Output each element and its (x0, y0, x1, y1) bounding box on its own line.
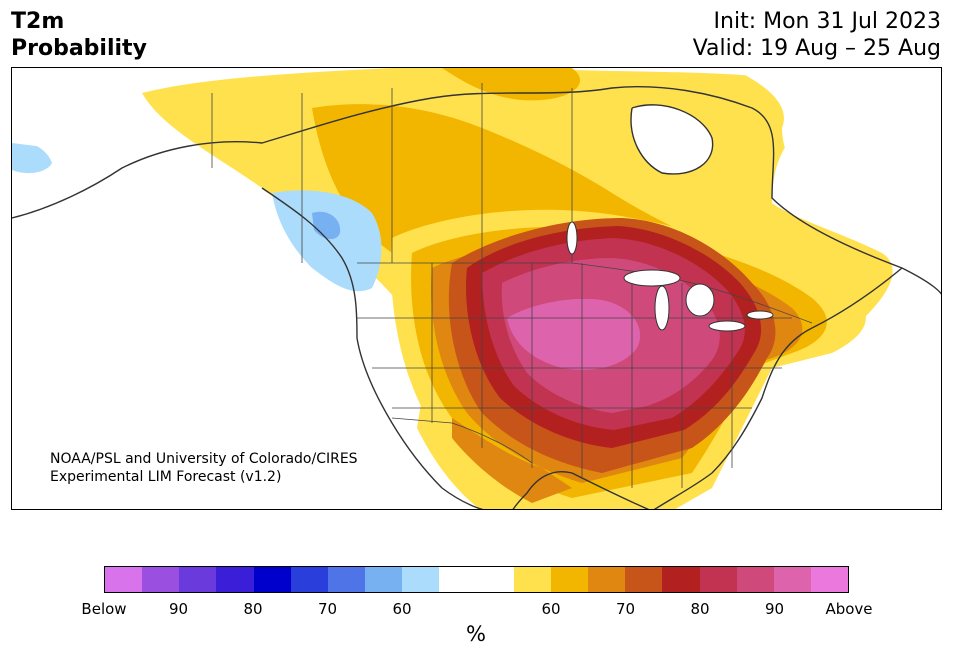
init-date: Init: Mon 31 Jul 2023 (713, 9, 941, 34)
colorbar-tick-label: 90 (168, 600, 189, 618)
lake-huron (685, 283, 715, 317)
coastline-east (653, 267, 903, 509)
gulf-coast (512, 471, 650, 509)
colorbar-tick-label: 80 (243, 600, 263, 618)
us-mexico-border (391, 417, 533, 464)
title-variable: T2m (11, 9, 65, 34)
great-lakes (566, 221, 774, 332)
colorbar-swatch (513, 567, 551, 592)
colorbar-tick-label: 90 (764, 600, 785, 618)
shade-west-cool-70 (312, 211, 341, 240)
gap-hudson-bay (631, 104, 713, 174)
colorbar-tick-label: Below (81, 600, 127, 618)
colorbar-tick-label: 60 (392, 600, 412, 618)
lake-superior (623, 269, 681, 287)
coastlines (12, 86, 941, 509)
shade-alaska-cool-60 (12, 141, 52, 174)
colorbar-tick-label: 80 (690, 600, 710, 618)
colorbar-swatch (662, 567, 700, 592)
colorbar-swatch (810, 567, 849, 592)
colorbar-swatch (365, 567, 403, 592)
colorbar-swatch (439, 567, 477, 592)
us-canada-border (357, 262, 813, 324)
lake-ontario (746, 310, 774, 320)
valid-range: Valid: 19 Aug – 25 Aug (692, 36, 941, 61)
colorbar-swatch (142, 567, 180, 592)
lake-michigan (654, 285, 670, 331)
colorbar-unit: % (466, 622, 486, 646)
colorbar-swatch (105, 567, 143, 592)
shade-mexico-60 (417, 398, 550, 509)
colorbar-swatch (699, 567, 737, 592)
lake-winnipeg (566, 221, 578, 255)
credit-line-1: NOAA/PSL and University of Colorado/CIRE… (50, 451, 358, 467)
north-america-map-svg (12, 68, 941, 509)
colorbar-swatch (327, 567, 366, 592)
colorbar-swatch (402, 567, 440, 592)
colorbar-tick-label: 70 (615, 600, 636, 618)
data-credit: NOAA/PSL and University of Colorado/CIRE… (50, 450, 358, 486)
shade-us-95 (507, 298, 641, 370)
colorbar-tick-label: 60 (541, 600, 561, 618)
coastline-north (12, 86, 941, 295)
colorbar-swatch (216, 567, 254, 592)
colorbar-swatch (736, 567, 774, 592)
state-lines (357, 263, 792, 488)
forecast-dates: Init: Mon 31 Jul 2023 Valid: 19 Aug – 25… (693, 8, 941, 62)
colorbar-swatch (550, 567, 589, 592)
colorbar (104, 566, 849, 593)
lake-erie (708, 320, 746, 332)
colorbar-swatch (625, 567, 663, 592)
title-quantity: Probability (11, 36, 147, 61)
colorbar-swatch (773, 567, 811, 592)
gap-arctic-islands (732, 68, 941, 267)
political-borders (211, 83, 813, 488)
coastline-west (261, 187, 484, 509)
colorbar-tick-label: 70 (317, 600, 338, 618)
gap-canada-west (12, 68, 132, 148)
colorbar-swatch (253, 567, 291, 592)
colorbar-tick-label: Above (825, 600, 873, 618)
credit-line-2: Experimental LIM Forecast (v1.2) (50, 469, 282, 485)
gap-west-coast (342, 308, 407, 468)
hudson-bay-shore (630, 104, 714, 175)
province-lines (211, 83, 573, 263)
colorbar-swatch (290, 567, 328, 592)
shade-west-cool-60 (272, 190, 382, 292)
probability-map: NOAA/PSL and University of Colorado/CIRE… (11, 67, 942, 510)
map-title: T2m Probability (11, 8, 147, 62)
colorbar-swatch (588, 567, 626, 592)
colorbar-swatch (179, 567, 217, 592)
colorbar-swatch (476, 567, 514, 592)
